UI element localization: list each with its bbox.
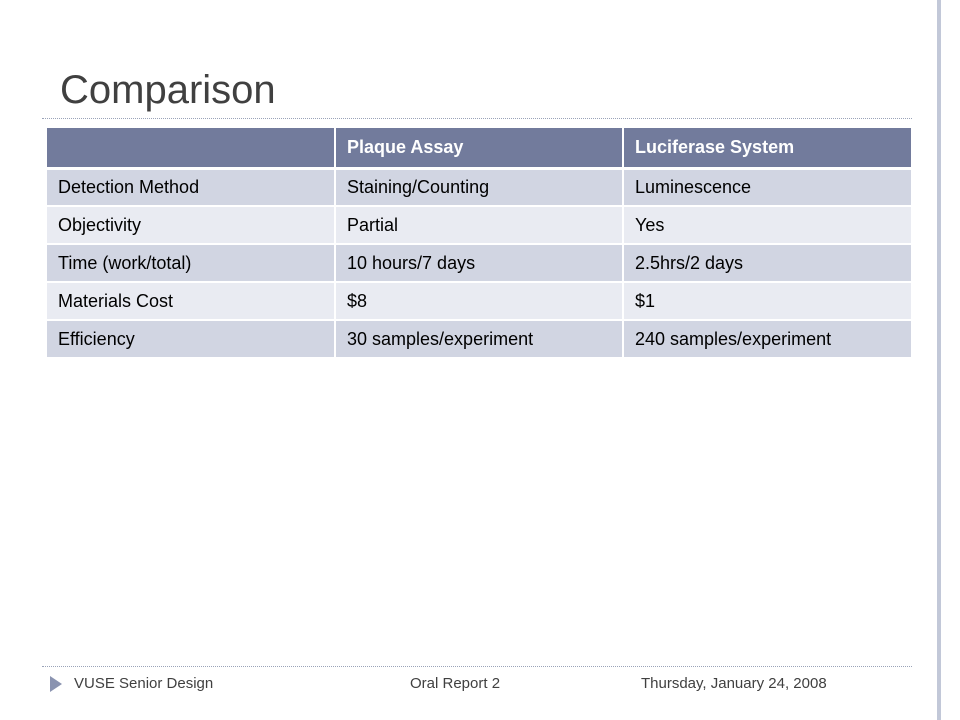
slide-footer: VUSE Senior Design Oral Report 2 Thursda… [0,673,960,695]
table-cell-plaque-assay: Staining/Counting [335,168,624,207]
table-row: Detection Method Staining/Counting Lumin… [47,168,911,207]
table-cell-luciferase-system: Yes [623,206,911,245]
table-cell-criterion: Efficiency [47,320,336,359]
table-cell-luciferase-system: 2.5hrs/2 days [623,244,911,283]
table-row: Time (work/total) 10 hours/7 days 2.5hrs… [47,244,911,283]
table-cell-criterion: Detection Method [47,168,336,207]
footer-report-name: Oral Report 2 [410,675,501,692]
table-cell-criterion: Time (work/total) [47,244,336,283]
table-header-cell-luciferase-system: Luciferase System [623,128,911,170]
table-cell-luciferase-system: 240 samples/experiment [623,320,911,359]
title-divider [42,118,912,119]
footer-divider [42,666,912,667]
table-cell-criterion: Materials Cost [47,282,336,321]
table-cell-criterion: Objectivity [47,206,336,245]
table-cell-luciferase-system: Luminescence [623,168,911,207]
table-header-cell-empty [47,128,336,170]
footer-course-name: VUSE Senior Design [74,675,214,692]
table-cell-plaque-assay: 10 hours/7 days [335,244,624,283]
table-header-cell-plaque-assay: Plaque Assay [335,128,624,170]
table-cell-plaque-assay: $8 [335,282,624,321]
table-row: Materials Cost $8 $1 [47,282,911,321]
slide-title: Comparison [60,68,276,112]
comparison-table: Plaque Assay Luciferase System Detection… [47,128,911,359]
footer-date: Thursday, January 24, 2008 [641,675,827,692]
triangle-right-icon [50,676,62,696]
table-cell-plaque-assay: Partial [335,206,624,245]
slide-accent-bar [937,0,941,720]
table-row: Objectivity Partial Yes [47,206,911,245]
table-cell-plaque-assay: 30 samples/experiment [335,320,624,359]
table-header-row: Plaque Assay Luciferase System [47,128,911,170]
table-cell-luciferase-system: $1 [623,282,911,321]
table-row: Efficiency 30 samples/experiment 240 sam… [47,320,911,359]
